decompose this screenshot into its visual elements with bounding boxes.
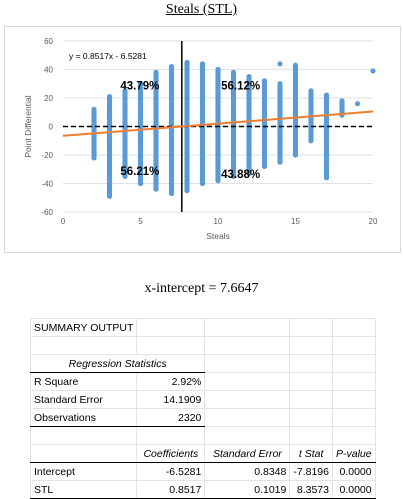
x-tick-label: 10 — [214, 217, 223, 226]
chart-svg: -60 -40 -20 0 20 40 60 0 5 10 15 20 Steals Point Diff… — [23, 37, 378, 241]
trend-line — [62, 110, 374, 137]
x-axis-label: Steals — [206, 231, 230, 241]
data-point — [261, 78, 268, 84]
data-point — [339, 102, 345, 108]
regression-statistics-header-row: Regression Statistics — [29, 354, 376, 373]
y-tick-label: 20 — [44, 94, 53, 103]
data-point — [323, 123, 330, 130]
x-tick-label: 5 — [138, 217, 143, 226]
quadrant-label: 56.21% — [120, 166, 159, 178]
y-tick-label: 40 — [44, 66, 53, 75]
coef-header: P-value — [332, 444, 376, 463]
data-point — [370, 68, 376, 74]
summary-output-table: SUMMARY OUTPUT Regression Statistics R S… — [29, 318, 376, 499]
y-tick-label: -60 — [41, 208, 53, 217]
data-point — [215, 66, 221, 73]
data-point — [292, 62, 299, 68]
coef-label: Intercept — [29, 462, 138, 481]
data-point — [153, 69, 159, 75]
data-point — [292, 66, 299, 73]
stat-label: Observations — [29, 408, 138, 427]
data-point — [122, 88, 128, 94]
stat-row: Observations 2320 — [29, 408, 376, 427]
coef-row: STL 0.8517 0.1019 8.3573 0.0000 — [29, 480, 376, 499]
coef-value: -6.5281 — [136, 462, 206, 481]
data-point — [106, 93, 113, 100]
stat-label: Standard Error — [29, 390, 138, 409]
coef-value: 8.3573 — [289, 480, 333, 499]
summary-title: SUMMARY OUTPUT — [29, 318, 138, 337]
data-point — [91, 106, 97, 112]
x-tick-label: 0 — [61, 217, 66, 226]
data-point — [354, 101, 361, 107]
summary-title-row: SUMMARY OUTPUT — [29, 318, 376, 337]
data-point — [323, 92, 330, 98]
coef-value: 0.0000 — [332, 462, 376, 481]
coef-row: Intercept -6.5281 0.8348 -7.8196 0.0000 — [29, 462, 376, 481]
coef-value: 0.8517 — [136, 480, 206, 499]
data-point — [323, 98, 330, 104]
stat-label: R Square — [29, 372, 138, 391]
data-point — [339, 98, 345, 104]
data-point — [137, 81, 144, 87]
coef-value: 0.1019 — [204, 480, 291, 499]
coef-header: t Stat — [289, 444, 333, 463]
chart-title: Steals (STL) — [165, 2, 238, 17]
x-tick-label: 15 — [291, 217, 300, 226]
data-point — [168, 64, 175, 70]
data-point — [277, 81, 283, 87]
coef-value: 0.8348 — [204, 462, 291, 481]
coef-label: STL — [29, 480, 138, 499]
data-point — [106, 193, 113, 199]
data-point — [246, 74, 252, 80]
y-tick-label: -20 — [41, 151, 53, 160]
data-point — [277, 61, 283, 67]
coef-value: 0.0000 — [332, 480, 376, 499]
coef-value: -7.8196 — [289, 462, 333, 481]
quadrant-label: 43.79% — [120, 80, 159, 92]
data-point — [199, 61, 206, 67]
coef-header: Coefficients — [136, 444, 206, 463]
data-point — [184, 59, 190, 65]
quadrant-label: 56.12% — [221, 80, 260, 92]
x-tick-label: 20 — [369, 217, 378, 226]
y-axis-label: Point Differential — [23, 95, 33, 157]
x-intercept-text: x-intercept = 7.6647 — [144, 281, 259, 296]
coefficients-header-row: Coefficients Standard Error t Stat P-val… — [29, 444, 376, 463]
data-point — [308, 88, 314, 94]
data-point — [230, 69, 237, 75]
y-tick-label: 60 — [44, 37, 53, 46]
trend-equation: y = 0.8517x - 6.5281 — [69, 51, 147, 61]
scatter-chart: -60 -40 -20 0 20 40 60 0 5 10 15 20 Steals Point Diff… — [4, 26, 401, 253]
regression-statistics-header: Regression Statistics — [29, 354, 206, 373]
stat-value: 2.92% — [136, 372, 206, 391]
chart-labels: -60 -40 -20 0 20 40 60 0 5 10 15 20 Steals Point Diff… — [23, 37, 378, 241]
quadrant-label: 43.88% — [221, 169, 260, 181]
coef-header: Standard Error — [204, 444, 291, 463]
stat-row: Standard Error 14.1909 — [29, 390, 376, 409]
stat-value: 2320 — [136, 408, 206, 427]
reference-lines — [62, 41, 374, 212]
y-tick-label: -40 — [41, 180, 53, 189]
stat-row: R Square 2.92% — [29, 372, 376, 391]
stat-value: 14.1909 — [136, 390, 206, 409]
y-tick-label: 0 — [49, 123, 54, 132]
